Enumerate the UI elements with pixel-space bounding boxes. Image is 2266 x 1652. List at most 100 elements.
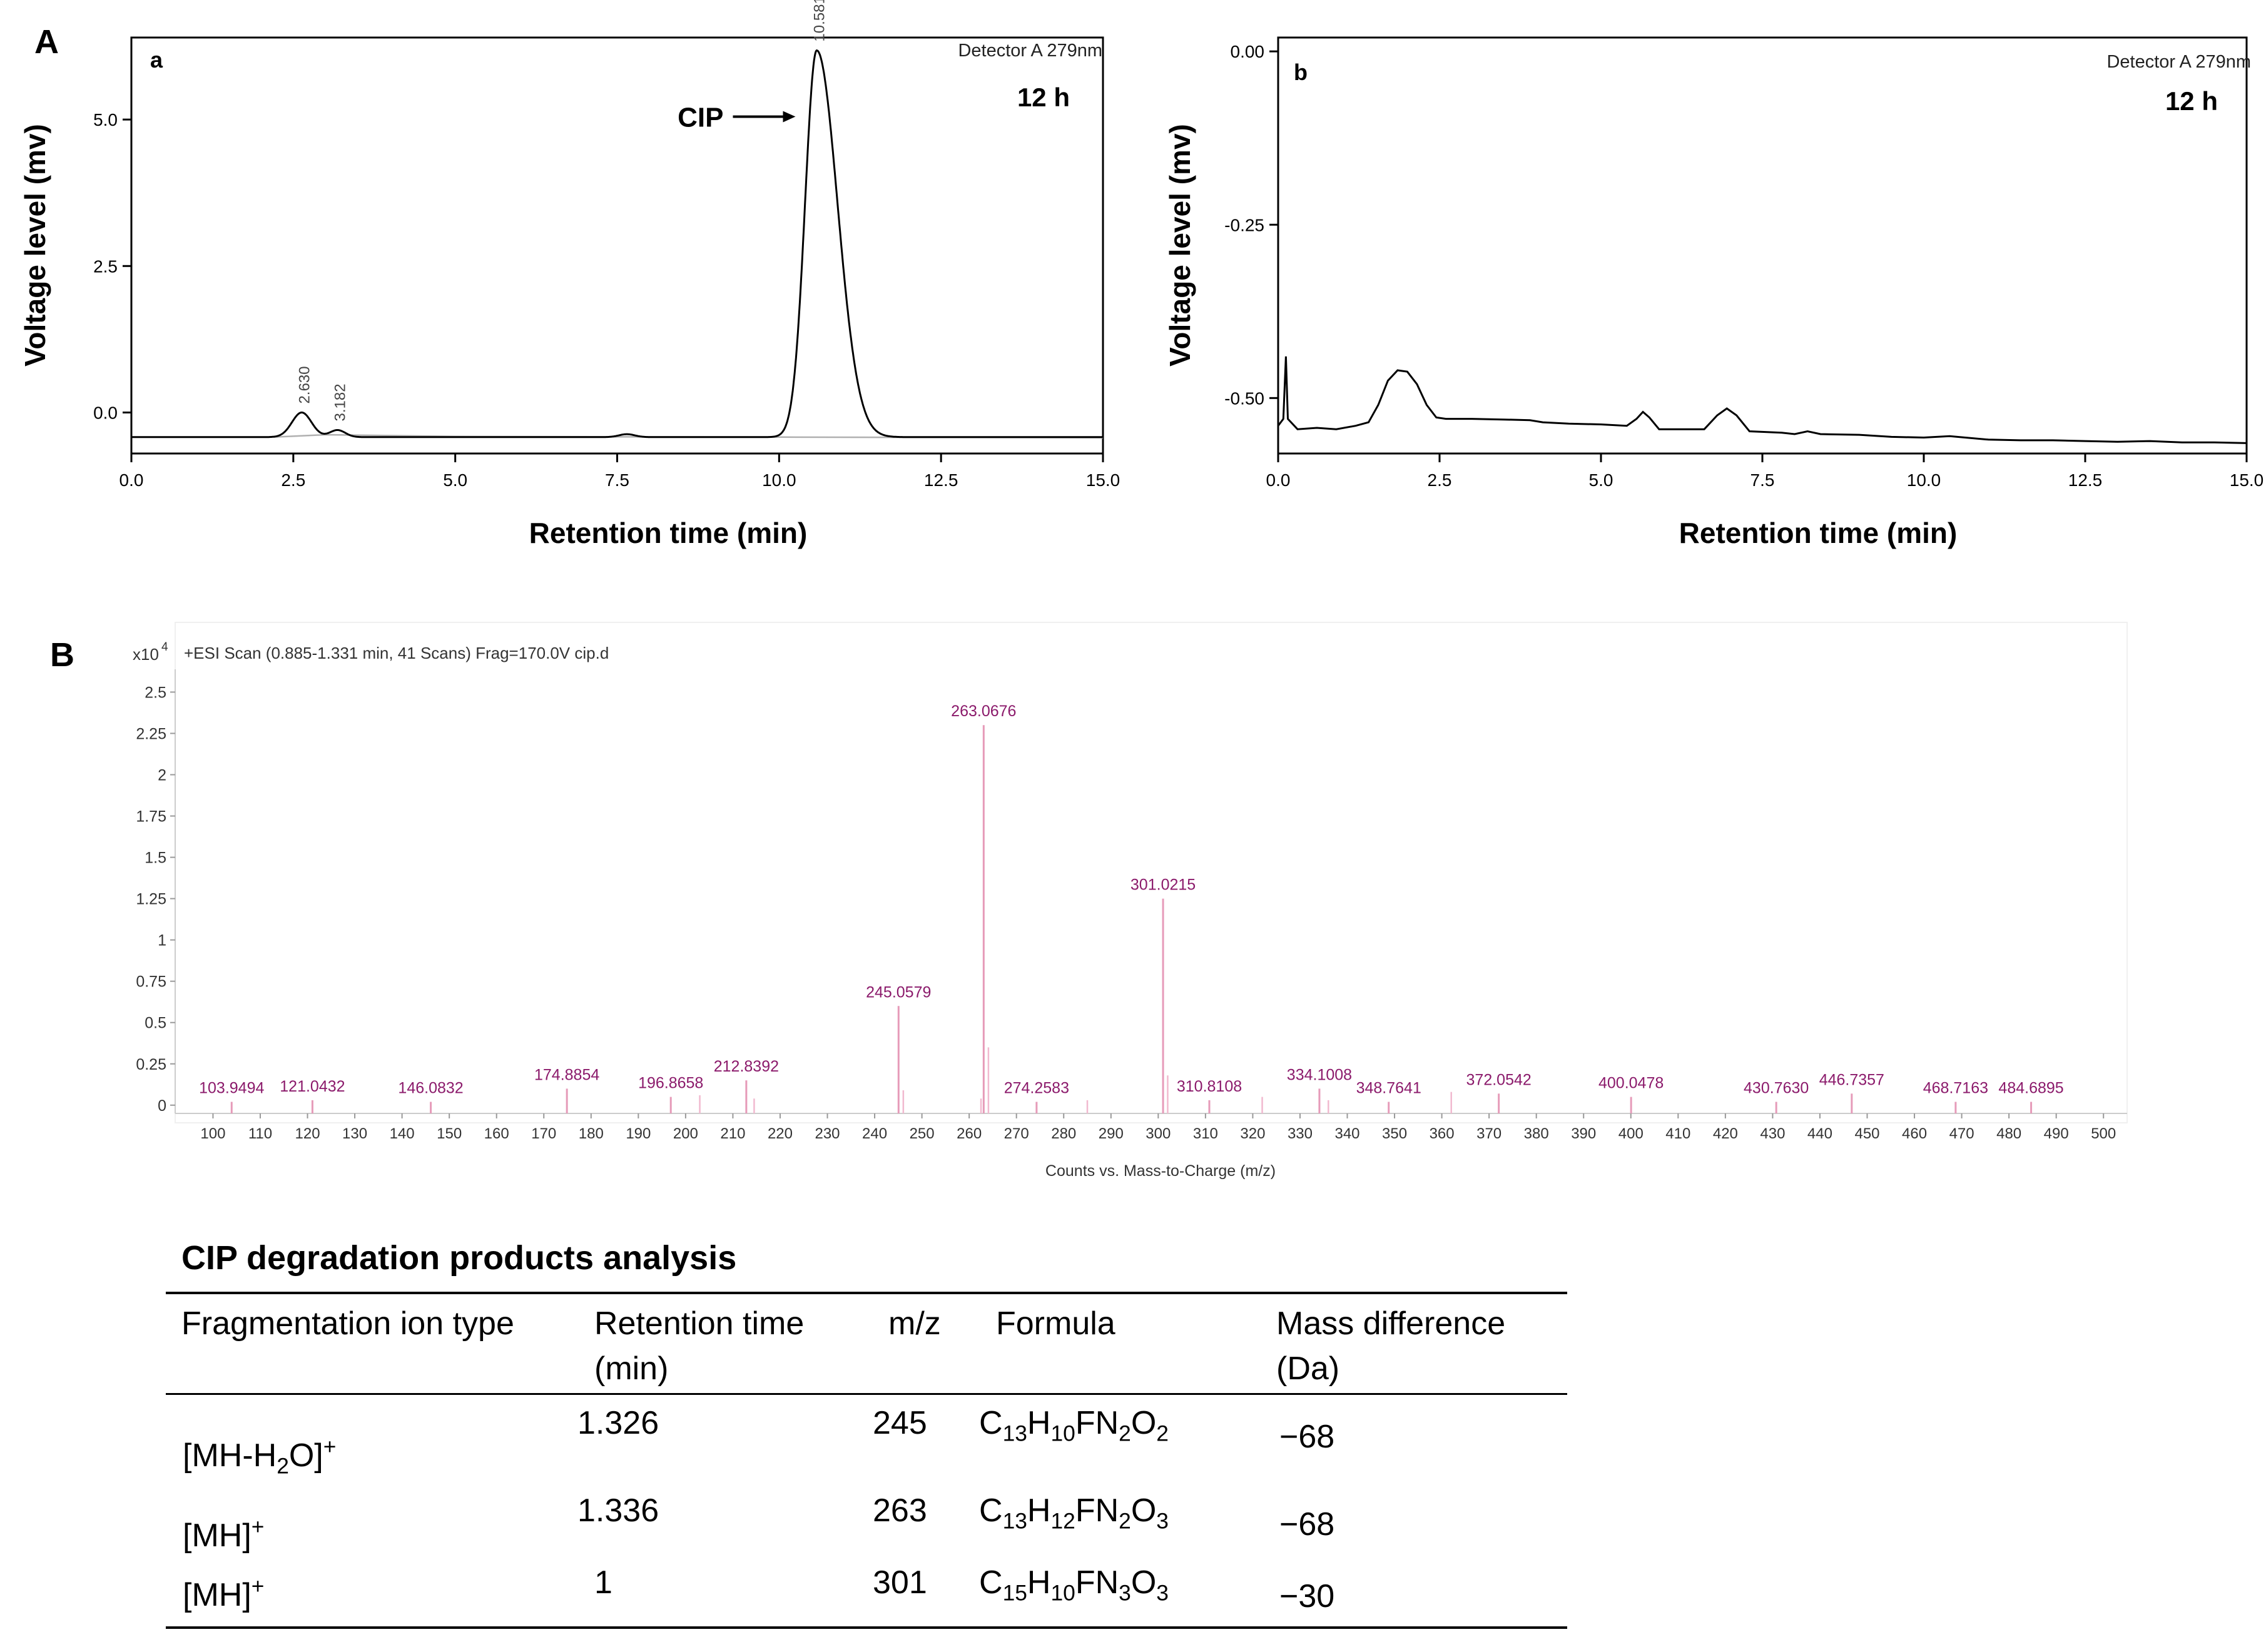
ms-x-tick-label: 390 (1571, 1125, 1596, 1142)
ms-x-tick-label: 220 (768, 1125, 793, 1142)
ms-peak-label: 334.1008 (1287, 1066, 1352, 1083)
chromatogram-trace-b (1277, 356, 2247, 444)
cell-mass-difference: −68 (1279, 1419, 1335, 1455)
ms-y-tick-label: 1.5 (145, 849, 166, 867)
cell-retention-time: 1.336 (577, 1492, 659, 1529)
ms-x-tick-label: 320 (1240, 1125, 1265, 1142)
ms-x-tick-label: 280 (1051, 1125, 1076, 1142)
ms-y-tick-label: 0.25 (136, 1056, 166, 1073)
ms-x-tick-label: 250 (910, 1125, 935, 1142)
ms-peak-label: 263.0676 (951, 702, 1016, 720)
y-tick-label-a: 5.0 (93, 110, 118, 129)
header-retention-time-line1: Retention time (594, 1305, 805, 1342)
hplc-chart-b: b Detector A 279nm 12 h Retention time (… (1164, 36, 2263, 549)
ms-peak-label: 400.0478 (1598, 1075, 1664, 1092)
ms-x-tick-label: 100 (200, 1125, 225, 1142)
ms-peak-label: 348.7641 (1356, 1080, 1421, 1097)
ms-peak-label: 146.0832 (398, 1080, 463, 1097)
y-axis-label-a: Voltage level (mv) (19, 124, 51, 367)
cell-mass-difference: −30 (1279, 1578, 1335, 1614)
x-tick-label-b: 2.5 (1428, 470, 1452, 490)
cell-ion-type: [MH-H2O]+ (183, 1434, 337, 1479)
y-tick-label-b: 0.00 (1231, 42, 1265, 61)
ms-x-tick-label: 500 (2091, 1125, 2116, 1142)
ms-x-tick-label: 200 (673, 1125, 698, 1142)
mass-spectrum-chart: x10 4 +ESI Scan (0.885-1.331 min, 41 Sca… (133, 622, 2128, 1180)
ms-x-tick-label: 300 (1146, 1125, 1171, 1142)
table-title: CIP degradation products analysis (181, 1239, 737, 1277)
ms-x-tick-label: 430 (1760, 1125, 1785, 1142)
ms-peak-label: 372.0542 (1466, 1071, 1532, 1088)
x-tick-label-b: 12.5 (2068, 470, 2103, 490)
chromatogram-trace-a (131, 49, 1103, 438)
ms-y-tick-label: 2.5 (145, 684, 166, 701)
subpanel-label-b: b (1294, 59, 1308, 85)
ms-frame (175, 622, 2128, 1123)
x-tick-label-b: 10.0 (1907, 470, 1941, 490)
peak-label-a: 10.581 (811, 0, 828, 42)
x-tick-label-a: 12.5 (924, 470, 958, 490)
x-tick-label-a: 5.0 (443, 470, 467, 490)
cell-formula: C13H10FN2O2 (979, 1405, 1169, 1446)
x-tick-label-b: 0.0 (1266, 470, 1291, 490)
ms-peak-label: 245.0579 (866, 983, 931, 1001)
cell-ion-type: [MH]+ (183, 1574, 265, 1613)
header-mass-difference-line1: Mass difference (1276, 1305, 1506, 1342)
ms-x-tick-label: 180 (579, 1125, 604, 1142)
table-bottom-rule (166, 1626, 1567, 1629)
cell-retention-time: 1 (594, 1564, 612, 1601)
header-mass-difference: Mass difference (Da) (1276, 1301, 1505, 1391)
cell-retention-time: 1.326 (577, 1405, 659, 1441)
ms-x-tick-label: 340 (1334, 1125, 1359, 1142)
ms-x-tick-label: 240 (862, 1125, 887, 1142)
ms-x-tick-label: 380 (1524, 1125, 1549, 1142)
ms-y-tick-label: 0.75 (136, 973, 166, 991)
ms-peak-label: 103.9494 (199, 1080, 264, 1097)
time-label-b: 12 h (2165, 86, 2218, 116)
ms-scale-label: x10 (133, 645, 159, 664)
table-header-rule (166, 1393, 1567, 1395)
x-tick-label-b: 7.5 (1750, 470, 1775, 490)
ms-x-tick-label: 410 (1665, 1125, 1690, 1142)
panel-label-A: A (34, 23, 59, 61)
x-axis-label-b: Retention time (min) (1679, 517, 1958, 549)
y-tick-label-b: -0.50 (1224, 388, 1264, 408)
x-tick-label-a: 7.5 (605, 470, 629, 490)
ms-x-tick-label: 120 (295, 1125, 320, 1142)
ms-x-tick-label: 350 (1382, 1125, 1407, 1142)
ms-peak-label: 446.7357 (1819, 1071, 1884, 1088)
time-label-a: 12 h (1017, 83, 1070, 112)
ms-y-tick-label: 1 (158, 932, 166, 950)
ms-x-tick-label: 330 (1288, 1125, 1313, 1142)
table-top-rule (166, 1292, 1567, 1294)
ms-x-tick-label: 420 (1713, 1125, 1738, 1142)
y-tick-label-a: 0.0 (93, 403, 118, 422)
ms-peak-label: 174.8854 (534, 1066, 599, 1083)
x-tick-label-a: 10.0 (762, 470, 796, 490)
cell-mz: 301 (873, 1564, 927, 1601)
x-tick-label-a: 15.0 (1086, 470, 1120, 490)
y-tick-label-b: -0.25 (1224, 215, 1264, 235)
ms-scale-exponent: 4 (161, 641, 168, 654)
peak-label-a: 3.182 (332, 383, 348, 421)
ms-x-tick-label: 290 (1099, 1125, 1124, 1142)
ms-y-tick-label: 1.75 (136, 808, 166, 826)
ms-scan-title: +ESI Scan (0.885-1.331 min, 41 Scans) Fr… (184, 644, 609, 662)
hplc-chart-a: a Detector A 279nm 12 h Retention time (… (19, 0, 1120, 549)
ms-peak-label: 430.7630 (1744, 1080, 1809, 1097)
ms-peak-label: 121.0432 (280, 1078, 345, 1095)
ms-x-tick-label: 260 (957, 1125, 982, 1142)
ms-x-tick-label: 160 (484, 1125, 509, 1142)
ms-x-tick-label: 460 (1902, 1125, 1927, 1142)
detector-label-a: Detector A 279nm (958, 41, 1102, 61)
ms-x-tick-label: 370 (1476, 1125, 1501, 1142)
ms-x-tick-label: 110 (248, 1125, 272, 1142)
ms-x-tick-label: 210 (720, 1125, 745, 1142)
cip-arrow-head (783, 111, 796, 123)
ms-x-axis-label: Counts vs. Mass-to-Charge (m/z) (1045, 1162, 1276, 1180)
x-axis-label-a: Retention time (min) (529, 517, 808, 549)
ms-peak-label: 468.7163 (1923, 1080, 1988, 1097)
ms-x-tick-label: 270 (1004, 1125, 1029, 1142)
plot-frame-b (1277, 36, 2248, 455)
